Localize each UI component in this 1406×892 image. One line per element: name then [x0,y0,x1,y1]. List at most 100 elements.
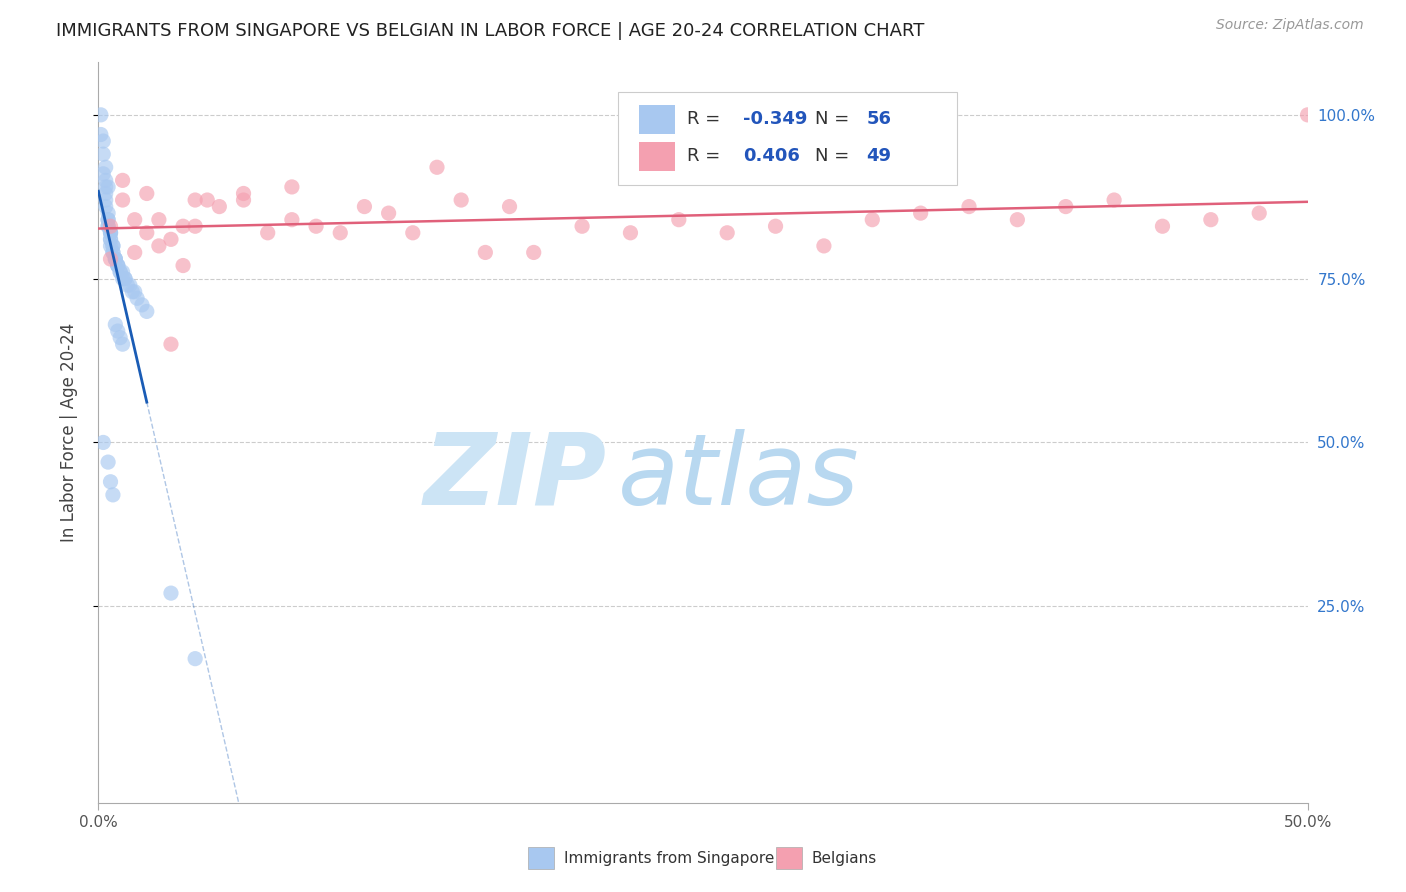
Point [97,219,120,234]
Point [104,252,127,266]
Point [121,285,143,299]
Point [450,193,472,207]
Point [107,259,129,273]
Point [101,245,124,260]
Point [107,259,129,273]
Point [135,304,157,318]
Point [135,226,157,240]
Point [957,200,980,214]
Text: -0.349: -0.349 [742,111,807,128]
Y-axis label: In Labor Force | Age 20-24: In Labor Force | Age 20-24 [59,323,77,542]
Point [100,239,122,253]
Point [160,586,183,600]
Point [97,206,120,220]
Point [281,180,304,194]
Text: 0.406: 0.406 [742,147,800,165]
Point [100,252,122,266]
Point [1102,193,1125,207]
Point [172,259,194,273]
Point [104,252,127,266]
Point [101,239,124,253]
Point [184,219,207,234]
Point [1007,212,1029,227]
Point [97,180,120,194]
Point [94,186,117,201]
Point [1249,206,1271,220]
Point [860,212,883,227]
Text: R =: R = [688,111,727,128]
Point [160,232,183,246]
Point [90,128,112,142]
Point [523,245,546,260]
Point [114,271,136,285]
Text: R =: R = [688,147,733,165]
Text: IMMIGRANTS FROM SINGAPORE VS BELGIAN IN LABOR FORCE | AGE 20-24 CORRELATION CHAR: IMMIGRANTS FROM SINGAPORE VS BELGIAN IN … [56,22,925,40]
Point [160,337,183,351]
Point [474,245,496,260]
Point [108,265,131,279]
Point [377,206,399,220]
Point [114,271,136,285]
Point [148,239,170,253]
Point [111,271,134,285]
Point [90,108,112,122]
Point [101,239,124,253]
Point [208,200,231,214]
Point [91,435,114,450]
Point [91,134,114,148]
Point [716,226,738,240]
Point [148,212,170,227]
Point [97,455,120,469]
Point [402,226,425,240]
Point [124,245,146,260]
Point [97,212,120,227]
Point [765,219,787,234]
Point [94,193,117,207]
Point [94,173,117,187]
Point [101,488,124,502]
Point [1152,219,1174,234]
Point [107,324,129,338]
Point [232,186,254,201]
FancyBboxPatch shape [527,847,554,870]
Point [100,226,122,240]
Point [232,193,254,207]
Point [100,226,122,240]
Point [1054,200,1077,214]
Point [426,161,449,175]
Point [1296,108,1319,122]
Point [108,330,131,344]
Text: Source: ZipAtlas.com: Source: ZipAtlas.com [1216,18,1364,32]
Point [100,232,122,246]
Point [104,318,127,332]
Point [1199,212,1222,227]
Point [91,147,114,161]
Point [117,278,139,293]
Point [108,265,131,279]
Point [97,212,120,227]
Point [107,259,129,273]
Point [100,226,122,240]
FancyBboxPatch shape [776,847,803,870]
Point [172,219,194,234]
Point [127,291,149,305]
Point [668,212,690,227]
Point [111,173,134,187]
Point [91,167,114,181]
Point [94,200,117,214]
Point [498,200,520,214]
Point [329,226,352,240]
Point [101,245,124,260]
Point [131,298,153,312]
Point [256,226,278,240]
Point [111,265,134,279]
Text: ZIP: ZIP [423,428,606,525]
Point [619,226,641,240]
Text: N =: N = [815,147,855,165]
Point [281,212,304,227]
Point [97,219,120,234]
Point [353,200,375,214]
Point [94,161,117,175]
Point [184,651,207,665]
Point [184,193,207,207]
